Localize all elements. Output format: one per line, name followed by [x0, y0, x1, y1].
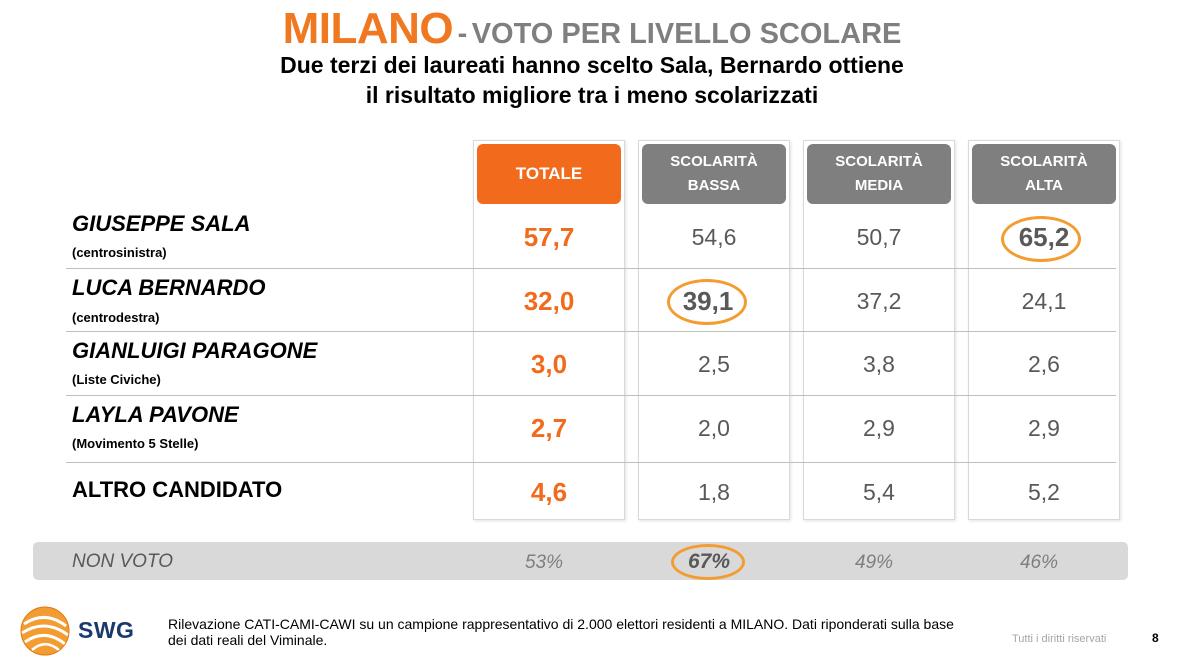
non-voto-label: NON VOTO — [72, 551, 173, 572]
non-voto-alta: 46% — [1019, 552, 1059, 573]
row-divider — [66, 395, 1116, 396]
swg-logo-text: SWG — [78, 617, 135, 643]
column-header-label-line2: ALTA — [1025, 177, 1063, 194]
cell-sala-totale: 57,7 — [523, 222, 575, 252]
candidate-name-bernardo: LUCA BERNARDO — [72, 275, 266, 300]
non-voto-media: 49% — [854, 552, 894, 573]
candidate-party-paragone: (Liste Civiche) — [72, 372, 161, 387]
cell-paragone-media: 3,8 — [863, 351, 895, 377]
candidate-name-paragone: GIANLUIGI PARAGONE — [72, 338, 318, 363]
row-divider — [66, 331, 1116, 332]
candidate-name-sala: GIUSEPPE SALA — [72, 211, 251, 236]
cell-altro-alta: 5,2 — [1028, 479, 1060, 505]
subtitle: Due terzi dei laureati hanno scelto Sala… — [0, 50, 1184, 110]
cell-altro-bassa: 1,8 — [698, 479, 730, 505]
highlight-ring-non-voto-bassa — [671, 544, 745, 580]
column-header-label-line1: SCOLARITÀ — [1000, 153, 1088, 170]
column-header-bassa: SCOLARITÀ BASSA — [642, 144, 786, 204]
page-title: MILANO - VOTO PER LIVELLO SCOLARE — [0, 4, 1184, 54]
non-voto-totale: 53% — [524, 552, 564, 573]
title-separator: - — [457, 18, 468, 50]
column-header-label-line2: MEDIA — [854, 177, 904, 194]
column-header-alta: SCOLARITÀ ALTA — [972, 144, 1116, 204]
title-city: MILANO — [282, 4, 454, 53]
column-header-label: TOTALE — [515, 164, 583, 183]
cell-pavone-bassa: 2,0 — [698, 415, 730, 441]
methodology-note: Rilevazione CATI-CAMI-CAWI su un campion… — [168, 616, 954, 648]
column-header-media: SCOLARITÀ MEDIA — [807, 144, 951, 204]
cell-sala-bassa: 54,6 — [691, 224, 737, 250]
title-topic: VOTO PER LIVELLO SCOLARE — [471, 18, 902, 50]
swg-logo-icon — [20, 606, 70, 656]
highlight-ring-bernardo-bassa — [667, 279, 747, 325]
cell-bernardo-media: 37,2 — [856, 288, 902, 314]
cell-pavone-totale: 2,7 — [530, 413, 568, 443]
candidate-party-pavone: (Movimento 5 Stelle) — [72, 436, 199, 451]
row-divider — [66, 268, 1116, 269]
candidate-party-sala: (centrosinistra) — [72, 245, 167, 260]
cell-sala-media: 50,7 — [856, 224, 902, 250]
cell-paragone-bassa: 2,5 — [698, 351, 730, 377]
column-header-label-line1: SCOLARITÀ — [670, 153, 758, 170]
highlight-ring-sala-alta — [1001, 216, 1081, 262]
column-header-label-line2: BASSA — [687, 177, 741, 194]
column-header-label-line1: SCOLARITÀ — [835, 153, 923, 170]
cell-altro-totale: 4,6 — [530, 477, 568, 507]
cell-paragone-totale: 3,0 — [530, 349, 568, 379]
candidate-name-pavone: LAYLA PAVONE — [72, 402, 239, 427]
cell-bernardo-totale: 32,0 — [523, 286, 575, 316]
row-divider — [66, 462, 1116, 463]
subtitle-line-2: il risultato migliore tra i meno scolari… — [365, 82, 819, 108]
non-voto-bar — [33, 542, 1128, 580]
candidate-name-altro: ALTRO CANDIDATO — [72, 477, 283, 502]
cell-paragone-alta: 2,6 — [1028, 351, 1060, 377]
cell-bernardo-alta: 24,1 — [1021, 288, 1067, 314]
page-number: 8 — [1152, 631, 1159, 645]
rights-notice: Tutti i diritti riservati — [1012, 633, 1107, 645]
cell-pavone-media: 2,9 — [863, 415, 895, 441]
cell-pavone-alta: 2,9 — [1028, 415, 1060, 441]
subtitle-line-1: Due terzi dei laureati hanno scelto Sala… — [280, 52, 904, 78]
cell-altro-media: 5,4 — [863, 479, 895, 505]
candidate-party-bernardo: (centrodestra) — [72, 310, 160, 325]
column-header-totale: TOTALE — [477, 144, 621, 204]
